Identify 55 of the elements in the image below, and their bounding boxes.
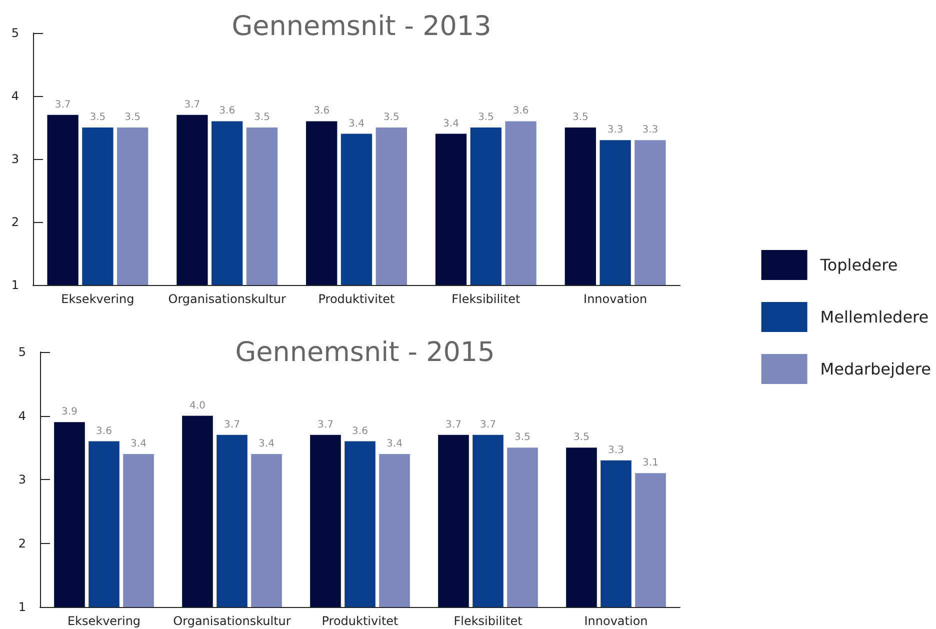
y-tick-label: 5 [18, 345, 26, 359]
x-tick-label: Fleksibilitet [452, 292, 520, 306]
data-label: 3.5 [572, 112, 588, 123]
data-label: 3.7 [318, 419, 334, 430]
data-label: 3.6 [512, 106, 529, 117]
data-label: 3.4 [386, 438, 402, 450]
legend-label: Mellemledere [820, 308, 929, 326]
data-label: 3.1 [642, 458, 658, 469]
data-label: 3.6 [352, 426, 368, 437]
data-label: 3.7 [446, 419, 462, 430]
y-tick-label: 1 [11, 278, 19, 292]
chart-title: Gennemsnit - 2015 [235, 337, 495, 368]
data-label: 3.4 [348, 118, 364, 130]
data-label: 3.7 [480, 419, 496, 430]
data-label: 3.4 [443, 118, 459, 130]
data-label: 3.5 [124, 112, 141, 123]
x-tick-label: Organisationskultur [168, 292, 286, 306]
legend-label: Topledere [819, 256, 898, 274]
y-tick-label: 5 [11, 26, 19, 40]
data-label: 3.6 [96, 426, 112, 437]
x-tick-label: Innovation [584, 614, 648, 628]
data-label: 3.6 [219, 106, 236, 117]
x-tick-label: Organisationskultur [173, 614, 291, 628]
y-tick-label: 2 [18, 536, 26, 550]
x-tick-label: Produktivitet [322, 614, 399, 628]
data-label: 3.6 [314, 106, 330, 117]
data-label: 3.4 [130, 438, 146, 450]
data-label: 3.9 [62, 406, 78, 418]
data-label: 3.5 [574, 432, 590, 444]
x-tick-label: Eksekvering [61, 292, 134, 306]
x-tick-label: Produktivitet [318, 292, 396, 306]
x-tick-label: Innovation [584, 292, 648, 306]
y-tick-label: 4 [18, 408, 26, 423]
data-label: 3.4 [258, 438, 274, 450]
data-label: 3.5 [478, 112, 494, 123]
data-label: 3.5 [514, 432, 530, 444]
data-label: 3.3 [608, 444, 624, 456]
data-label: 3.7 [184, 99, 200, 110]
x-tick-label: Fleksibilitet [454, 614, 523, 628]
data-label: 3.7 [54, 99, 71, 110]
y-tick-label: 3 [11, 152, 19, 166]
data-label: 3.5 [383, 112, 400, 123]
data-label: 3.5 [90, 112, 106, 123]
data-label: 3.7 [224, 419, 240, 430]
y-tick-label: 1 [18, 600, 26, 614]
data-label: 3.3 [642, 124, 658, 136]
y-tick-label: 2 [11, 215, 19, 229]
data-label: 4.0 [190, 400, 206, 412]
data-label: 3.3 [607, 124, 624, 136]
chart-title: Gennemsnit - 2013 [232, 11, 492, 42]
data-label: 3.5 [254, 112, 270, 123]
x-tick-label: Eksekvering [67, 614, 141, 628]
y-tick-label: 4 [11, 89, 19, 103]
y-tick-label: 3 [18, 472, 26, 486]
legend-label: Medarbejdere [820, 360, 931, 378]
